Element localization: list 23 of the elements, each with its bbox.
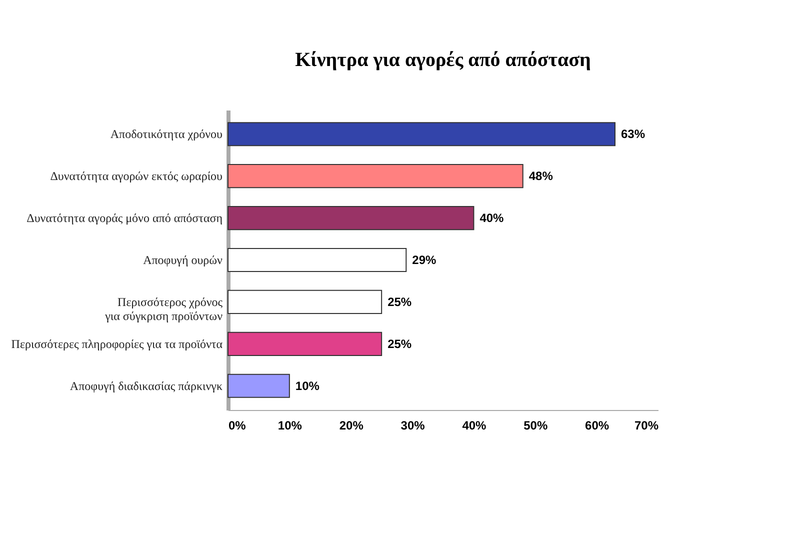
x-tick-label: 30%	[400, 418, 426, 432]
data-label: 10%	[295, 378, 320, 393]
x-tick-label: 70%	[634, 418, 659, 432]
data-label: 25%	[388, 336, 412, 351]
y-tick-label: Δυνατότητα αγοράς μόνο από απόσταση	[26, 211, 222, 226]
chart-title: Κίνητρα για αγορές από απόσταση	[295, 49, 591, 71]
x-tick-label: 60%	[585, 418, 610, 432]
y-tick-label: Δυνατότητα αγορών εκτός ωραρίου	[50, 169, 223, 184]
x-tick-label: 10%	[278, 418, 302, 432]
data-label: 63%	[621, 127, 646, 142]
x-tick-label: 40%	[462, 418, 487, 432]
y-tick-label: Αποδοτικότητα χρόνου	[110, 127, 223, 142]
data-label: 29%	[412, 253, 436, 267]
data-label: 25%	[388, 294, 412, 309]
y-tick-label: Αποφυγή ουρών	[143, 253, 224, 267]
x-tick-label: 0%	[228, 418, 246, 432]
y-tick-label: Αποφυγή διαδικασίας πάρκινγκ	[70, 378, 222, 393]
data-label: 48%	[528, 169, 554, 184]
x-tick-label: 20%	[339, 418, 364, 432]
y-tick-label: Περισσότερες πληροφορίες για τα προϊόντα	[11, 336, 224, 351]
y-tick-label: Περισσότερος χρόνος για σύγκριση προϊόντων	[104, 294, 224, 323]
x-tick-label: 50%	[524, 418, 548, 432]
data-label: 40%	[480, 211, 504, 226]
